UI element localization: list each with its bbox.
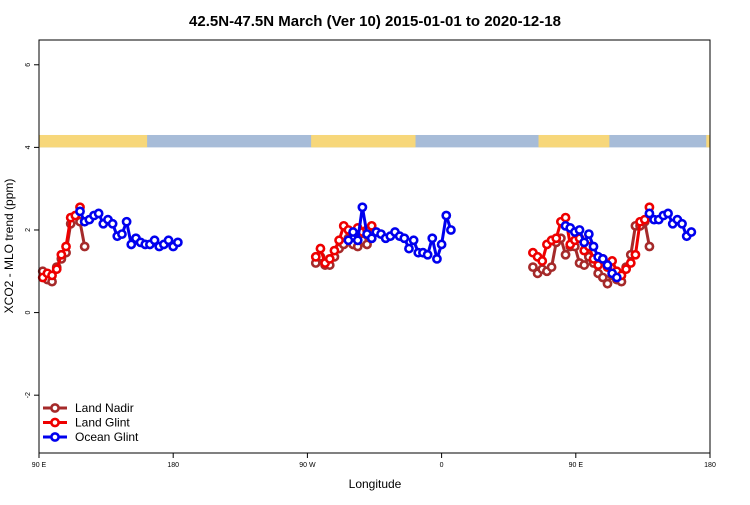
- y-tick-label: 2: [25, 228, 32, 232]
- data-point: [446, 225, 456, 235]
- data-point: [546, 262, 557, 273]
- data-point: [644, 208, 655, 219]
- x-axis: 90 E 180 90 W 0 90 E 180: [32, 453, 716, 469]
- data-point: [602, 260, 613, 270]
- data-point: [574, 225, 585, 235]
- land-band: [311, 134, 416, 148]
- data-point: [172, 237, 183, 248]
- data-point: [362, 239, 372, 250]
- data-point: [51, 264, 62, 275]
- y-tick-label: 0: [25, 311, 32, 315]
- data-point: [315, 243, 326, 254]
- data-point: [79, 241, 90, 252]
- y-axis-label: XCO2 - MLO trend (ppm): [2, 179, 16, 314]
- data-point: [163, 235, 174, 246]
- data-point: [432, 253, 442, 264]
- data-point: [121, 216, 132, 227]
- data-point: [663, 208, 673, 219]
- x-tick-label: 90 E: [32, 462, 47, 469]
- land-sea-strip: [39, 134, 710, 148]
- data-point: [352, 235, 363, 246]
- legend-label: Ocean Glint: [75, 430, 139, 444]
- legend-item-land-glint: Land Glint: [43, 416, 130, 430]
- legend-marker: [50, 432, 60, 442]
- data-point: [441, 210, 452, 221]
- data-point: [427, 233, 438, 244]
- data-point: [560, 212, 571, 223]
- x-tick-label: 0: [440, 462, 444, 469]
- data-point: [93, 208, 104, 219]
- land-band: [538, 134, 610, 148]
- series-layer: [37, 202, 697, 289]
- legend-label: Land Nadir: [75, 401, 134, 415]
- plot-frame: [38, 39, 711, 454]
- data-point: [348, 227, 358, 237]
- series-ocean-glint: [75, 202, 697, 283]
- data-point: [625, 258, 636, 268]
- data-point: [528, 262, 538, 273]
- data-point: [357, 202, 368, 213]
- series-segment: [356, 207, 364, 241]
- data-point: [329, 245, 340, 256]
- data-point: [579, 260, 590, 270]
- legend-marker: [50, 417, 60, 428]
- x-tick-label: 180: [167, 462, 179, 469]
- data-point: [334, 235, 344, 246]
- data-point: [107, 218, 118, 229]
- chart-title: 42.5N-47.5N March (Ver 10) 2015-01-01 to…: [189, 13, 561, 30]
- data-point: [126, 239, 137, 250]
- data-point: [343, 235, 354, 246]
- data-point: [149, 235, 160, 246]
- data-point: [597, 253, 608, 264]
- x-tick-label: 90 W: [299, 462, 316, 469]
- y-axis: -2 0 2 4 6: [25, 63, 39, 398]
- data-point: [560, 249, 571, 260]
- data-point: [583, 229, 594, 240]
- data-point: [537, 256, 548, 266]
- data-point: [117, 229, 127, 240]
- legend-marker: [50, 403, 60, 413]
- data-point: [324, 253, 335, 264]
- legend-item-ocean-glint: Ocean Glint: [43, 430, 139, 444]
- data-point: [644, 241, 655, 252]
- y-tick-label: 4: [25, 145, 32, 149]
- data-point: [408, 235, 419, 246]
- land-band: [39, 134, 148, 148]
- y-tick-label: -2: [25, 392, 32, 398]
- data-point: [677, 218, 687, 229]
- land-band: [706, 134, 710, 148]
- data-point: [47, 270, 57, 281]
- legend-item-land-nadir: Land Nadir: [43, 401, 134, 415]
- x-tick-label: 180: [704, 462, 716, 469]
- data-point: [56, 249, 67, 260]
- data-point: [597, 272, 608, 283]
- data-point: [366, 233, 377, 244]
- series-segment: [633, 221, 642, 255]
- legend-label: Land Glint: [75, 416, 130, 430]
- data-point: [611, 272, 622, 283]
- data-point: [639, 214, 650, 225]
- data-point: [366, 220, 377, 231]
- data-point: [551, 233, 562, 244]
- x-tick-label: 90 E: [569, 462, 584, 469]
- data-point: [61, 241, 71, 252]
- y-tick-label: 6: [25, 63, 32, 67]
- data-point: [404, 243, 414, 254]
- data-point: [399, 233, 410, 244]
- data-point: [630, 249, 641, 260]
- data-point: [422, 249, 433, 260]
- data-point: [579, 237, 590, 248]
- data-point: [602, 278, 613, 289]
- data-point: [686, 227, 697, 237]
- data-point: [310, 251, 321, 262]
- data-point: [75, 206, 85, 217]
- data-point: [588, 241, 599, 252]
- data-point: [436, 239, 447, 250]
- x-axis-label: Longitude: [349, 477, 402, 491]
- data-point: [621, 264, 632, 275]
